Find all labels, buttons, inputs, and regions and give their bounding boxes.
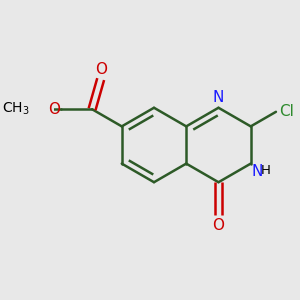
- Text: CH$_3$: CH$_3$: [2, 101, 29, 117]
- Text: Cl: Cl: [279, 103, 294, 118]
- Text: O: O: [48, 102, 60, 117]
- Text: H: H: [261, 164, 271, 177]
- Text: N: N: [213, 90, 224, 105]
- Text: O: O: [95, 62, 107, 77]
- Text: O: O: [212, 218, 224, 232]
- Text: N: N: [251, 164, 263, 179]
